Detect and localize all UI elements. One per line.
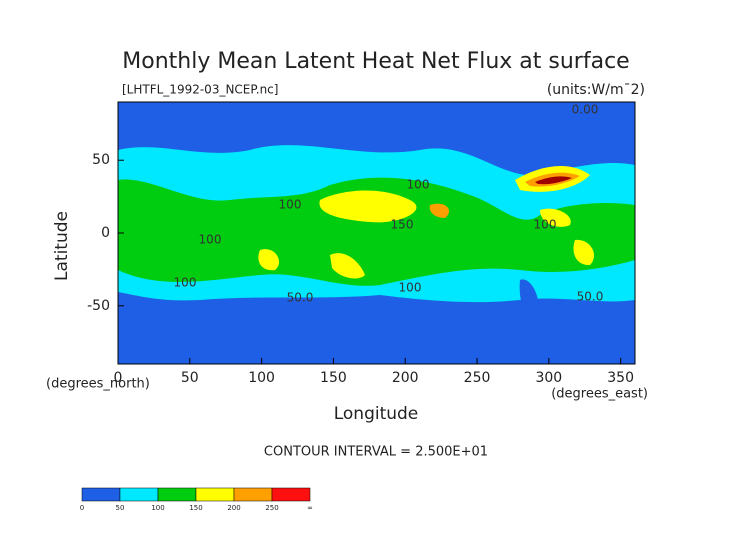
contour-fill	[118, 330, 635, 364]
x-tick-label: 350	[607, 370, 634, 386]
colorbar-label: 150	[189, 504, 202, 512]
contour-fill	[573, 239, 595, 266]
colorbar-label: 200	[227, 504, 240, 512]
colorbar-segment	[157, 487, 197, 502]
contour-label: 0.00	[572, 103, 599, 117]
contour-fill	[330, 253, 365, 279]
contour-fill	[319, 190, 417, 223]
contour-label: 100	[199, 233, 222, 247]
colorbar-segment	[195, 487, 235, 502]
y-tick-label: 0	[101, 225, 110, 241]
colorbar-label: 100	[151, 504, 164, 512]
x-axis-label: Longitude	[334, 404, 419, 424]
x-tick-label: 50	[181, 370, 199, 386]
colorbar-label: 0	[80, 504, 84, 512]
x-units: (degrees_east)	[551, 387, 648, 402]
colorbar-segment	[119, 487, 159, 502]
contour-fill	[429, 203, 450, 218]
colorbar-label: ∞	[307, 504, 313, 512]
colorbar-segment	[81, 487, 121, 502]
x-tick-label: 300	[535, 370, 562, 386]
contour-label: 50.0	[577, 290, 604, 304]
contour-fill	[540, 208, 571, 227]
colorbar: 0 50 100 150 200 250 ∞	[80, 487, 313, 512]
colorbar-label: 250	[265, 504, 278, 512]
footer: CONTOUR INTERVAL = 2.500E+01	[264, 445, 488, 460]
x-tick-label: 200	[392, 370, 419, 386]
contour-label: 100	[279, 198, 302, 212]
contour-fill	[118, 177, 635, 286]
subtitle: [LHTFL_1992-03_NCEP.nc]	[122, 83, 278, 97]
chart-title: Monthly Mean Latent Heat Net Flux at sur…	[122, 49, 629, 74]
y-units: (degrees_north)	[46, 377, 150, 392]
map-field	[118, 102, 635, 364]
x-tick-label: 0	[114, 370, 123, 386]
colorbar-segment	[233, 487, 273, 502]
contour-label: 100	[407, 178, 430, 192]
contour-label: 100	[534, 218, 557, 232]
units: (units:W/m¯2)	[547, 82, 645, 98]
x-tick-label: 150	[320, 370, 347, 386]
y-axis-label: Latitude	[52, 211, 72, 281]
colorbar-segment	[271, 487, 311, 502]
x-tick-label: 250	[464, 370, 491, 386]
colorbar-label: 50	[116, 504, 125, 512]
contour-label: 100	[174, 276, 197, 290]
contour-label: 100	[399, 281, 422, 295]
contour-label: 150	[391, 218, 414, 232]
contour-label: 50.0	[287, 291, 314, 305]
y-tick-label: -50	[87, 298, 110, 314]
contour-fill	[519, 279, 539, 321]
x-tick-label: 100	[248, 370, 275, 386]
contour-fill	[535, 176, 572, 185]
y-tick-label: 50	[92, 152, 110, 168]
contour-fill	[258, 249, 280, 271]
